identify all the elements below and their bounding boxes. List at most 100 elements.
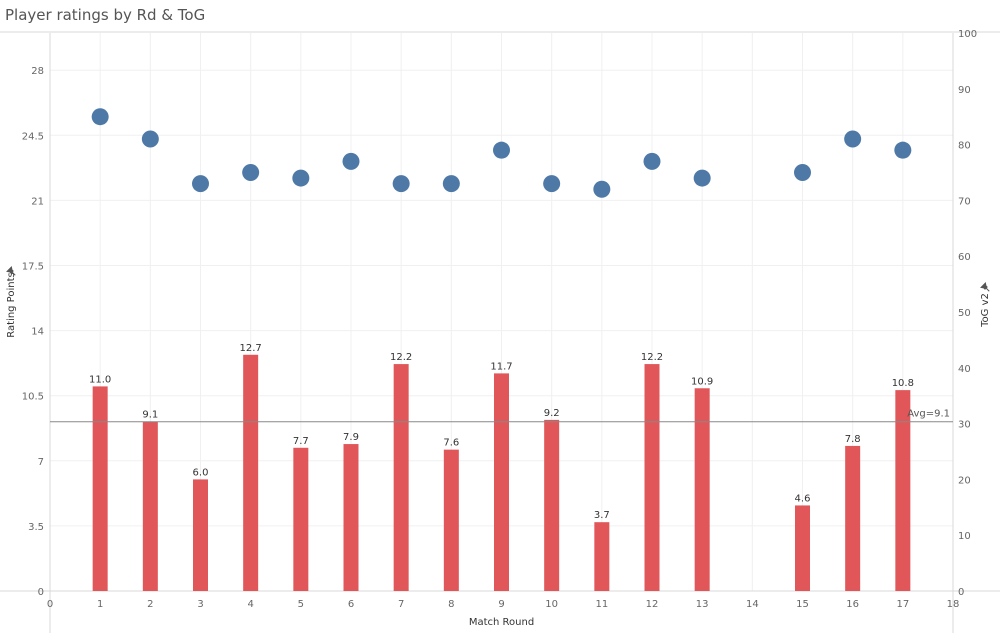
y2-axis-title-group: ToG v2 xyxy=(980,282,991,328)
scatter-point xyxy=(192,175,209,193)
y2-tick-label: 20 xyxy=(958,475,971,486)
bar-value-label: 12.2 xyxy=(390,352,412,363)
x-tick-label: 15 xyxy=(796,599,809,610)
bar-value-label: 9.1 xyxy=(142,410,158,421)
bar xyxy=(845,445,861,591)
bar xyxy=(243,354,259,591)
scatter-point xyxy=(643,152,661,170)
x-tick-label: 0 xyxy=(47,599,53,610)
bar-value-label: 11.7 xyxy=(490,361,512,372)
bar xyxy=(293,447,309,591)
scatter-point xyxy=(593,180,611,198)
x-tick-label: 14 xyxy=(746,599,759,610)
y2-axis-ticks: 0 10 20 30 40 50 60 70 80 90 100 xyxy=(958,29,977,598)
y2-tick-label: 0 xyxy=(958,587,964,598)
bar-value-label: 7.9 xyxy=(343,432,359,443)
x-tick-label: 1 xyxy=(97,599,103,610)
bar-value-label: 10.8 xyxy=(892,378,914,389)
y-tick-label: 28 xyxy=(31,66,44,77)
bar xyxy=(694,388,710,591)
bar xyxy=(644,364,660,591)
y-tick-label: 21 xyxy=(31,196,44,207)
x-tick-label: 11 xyxy=(595,599,608,610)
x-tick-label: 17 xyxy=(896,599,909,610)
bar xyxy=(443,449,459,591)
y2-tick-label: 100 xyxy=(958,29,977,40)
y2-tick-label: 10 xyxy=(958,531,971,542)
x-tick-label: 16 xyxy=(846,599,859,610)
y-axis-ticks: 0 3.5 7 10.5 14 17.5 21 24.5 28 xyxy=(22,66,44,598)
x-tick-label: 2 xyxy=(147,599,153,610)
x-axis-title: Match Round xyxy=(469,617,534,628)
scatter-point xyxy=(894,141,912,159)
x-tick-label: 4 xyxy=(247,599,253,610)
scatter-point xyxy=(543,175,561,193)
reference-line-label: Avg=9.1 xyxy=(907,409,950,420)
bar-value-label: 3.7 xyxy=(594,510,610,521)
bar-value-label: 10.9 xyxy=(691,376,713,387)
data-labels: 11.0 9.1 6.0 12.7 7.7 7.9 12.2 7.6 11.7 9.2 3.7 12.… xyxy=(89,343,914,521)
x-tick-label: 3 xyxy=(197,599,203,610)
y2-tick-label: 50 xyxy=(958,308,971,319)
bar-value-label: 7.7 xyxy=(293,436,309,447)
bar-value-label: 9.2 xyxy=(544,408,560,419)
bar xyxy=(594,522,610,591)
x-tick-label: 6 xyxy=(348,599,354,610)
scatter-point xyxy=(493,141,510,159)
bar xyxy=(494,373,509,591)
chart-title: Player ratings by Rd & ToG xyxy=(5,6,206,24)
bar xyxy=(193,479,208,591)
bar xyxy=(895,390,911,591)
bar xyxy=(343,444,359,591)
y2-tick-label: 90 xyxy=(958,85,971,96)
y2-tick-label: 30 xyxy=(958,420,971,431)
scatter-point xyxy=(392,175,410,193)
x-tick-label: 12 xyxy=(646,599,659,610)
bar xyxy=(393,364,409,591)
y-tick-label: 10.5 xyxy=(22,392,44,403)
bar-value-label: 11.0 xyxy=(89,374,111,385)
bar xyxy=(142,421,158,591)
bar-value-label: 7.8 xyxy=(845,434,861,445)
y2-tick-label: 40 xyxy=(958,364,971,375)
scatter-point xyxy=(844,130,862,148)
bar-value-label: 6.0 xyxy=(193,467,209,478)
y-axis-title: Rating Points xyxy=(6,272,17,337)
bar-series xyxy=(92,354,911,591)
scatter-point xyxy=(794,164,811,181)
y2-tick-label: 70 xyxy=(958,196,971,207)
y2-tick-label: 80 xyxy=(958,141,971,152)
bar xyxy=(544,419,560,591)
x-tick-label: 9 xyxy=(498,599,504,610)
bar xyxy=(92,386,108,591)
y-axis-title-group: Rating Points xyxy=(6,266,17,338)
x-tick-label: 13 xyxy=(696,599,709,610)
y-tick-label: 3.5 xyxy=(28,522,44,533)
y-tick-label: 17.5 xyxy=(22,262,44,273)
x-tick-label: 8 xyxy=(448,599,454,610)
bar-value-label: 4.6 xyxy=(795,493,811,504)
scatter-point xyxy=(693,169,711,187)
scatter-point xyxy=(242,164,260,181)
bar xyxy=(795,505,810,591)
bar-value-label: 12.2 xyxy=(641,352,663,363)
bar-value-label: 12.7 xyxy=(240,343,262,354)
x-tick-label: 7 xyxy=(398,599,404,610)
scatter-series xyxy=(91,108,912,198)
y-tick-label: 7 xyxy=(38,457,44,468)
y-tick-label: 0 xyxy=(38,587,44,598)
scatter-point xyxy=(91,108,109,126)
bar-value-label: 7.6 xyxy=(443,438,459,449)
scatter-point xyxy=(442,175,460,193)
reference-line-group: Avg=9.1 xyxy=(50,409,953,423)
x-tick-label: 5 xyxy=(298,599,304,610)
pin-icon xyxy=(6,266,16,276)
scatter-point xyxy=(292,169,310,187)
pin-icon xyxy=(980,282,990,292)
scatter-point xyxy=(141,130,159,148)
y2-tick-label: 60 xyxy=(958,252,971,263)
y-tick-label: 24.5 xyxy=(22,131,44,142)
x-axis-ticks: 0 1 2 3 4 5 6 7 8 9 10 11 12 13 14 15 16 17 18 xyxy=(47,599,960,610)
x-tick-label: 10 xyxy=(545,599,558,610)
